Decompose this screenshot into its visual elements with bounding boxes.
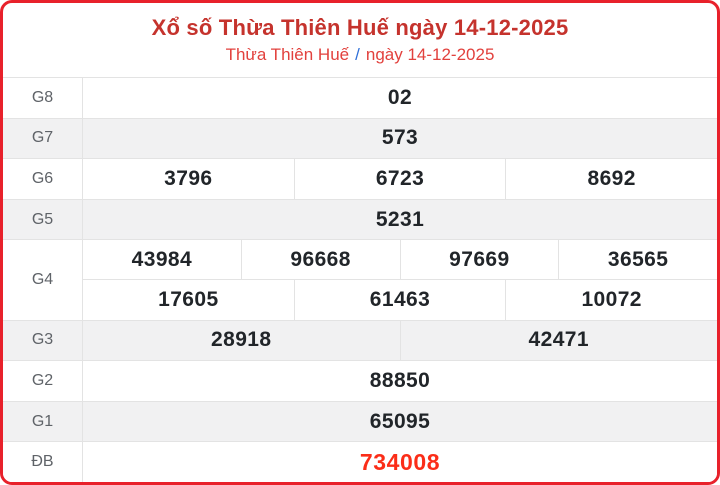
prize-number-special: 734008 [359, 448, 441, 475]
prize-label: G1 [3, 401, 83, 442]
prize-label: G2 [3, 361, 83, 401]
breadcrumb-date-link[interactable]: ngày 14-12-2025 [365, 45, 495, 64]
prize-number: 8692 [587, 166, 636, 190]
table-row-g1: G1 65095 [3, 401, 717, 443]
prize-number: 28918 [83, 320, 401, 361]
prize-number: 36565 [607, 247, 669, 271]
prize-label: G6 [3, 159, 83, 199]
prize-number: 42471 [528, 328, 589, 352]
prize-number: 43984 [83, 240, 242, 280]
table-row-g6: G6 3796 6723 8692 [3, 159, 717, 200]
table-row-g4: G4 43984 96668 97669 36565 17605 61463 1… [3, 240, 717, 321]
prize-label: G7 [3, 118, 83, 159]
table-row-g5: G5 5231 [3, 199, 717, 241]
prize-label: ĐB [3, 442, 83, 482]
prize-label: G3 [3, 320, 83, 361]
prize-number: 61463 [295, 280, 507, 320]
result-header: Xổ số Thừa Thiên Huế ngày 14-12-2025 Thừ… [3, 3, 717, 78]
prize-label: G5 [3, 199, 83, 240]
prize-label: G8 [3, 78, 83, 118]
prize-number: 02 [387, 85, 413, 109]
table-row-db: ĐB 734008 [3, 442, 717, 482]
prize-number: 96668 [242, 240, 401, 280]
prize-number: 17605 [83, 280, 295, 320]
prize-number: 88850 [369, 368, 431, 392]
breadcrumb: Thừa Thiên Huế / ngày 14-12-2025 [226, 46, 495, 63]
prize-number: 3796 [83, 159, 295, 199]
table-row-g8: G8 02 [3, 78, 717, 119]
prize-number: 10072 [581, 288, 642, 312]
prize-number: 573 [381, 126, 419, 150]
table-row-g7: G7 573 [3, 118, 717, 160]
page-title: Xổ số Thừa Thiên Huế ngày 14-12-2025 [151, 15, 569, 40]
table-row-g4-line2: 17605 61463 10072 [83, 280, 717, 320]
prize-label: G4 [3, 240, 83, 320]
prize-number: 5231 [375, 207, 425, 231]
prize-number: 6723 [295, 159, 507, 199]
breadcrumb-region-link[interactable]: Thừa Thiên Huế [225, 45, 350, 64]
table-row-g2: G2 88850 [3, 361, 717, 402]
results-table: G8 02 G7 573 G6 3796 6723 8692 G5 5231 [3, 78, 717, 482]
table-row-g4-line1: 43984 96668 97669 36565 [83, 240, 717, 281]
breadcrumb-separator: / [355, 45, 360, 64]
prize-number: 97669 [401, 240, 560, 280]
prize-number: 65095 [369, 409, 431, 433]
table-row-g3: G3 28918 42471 [3, 320, 717, 362]
